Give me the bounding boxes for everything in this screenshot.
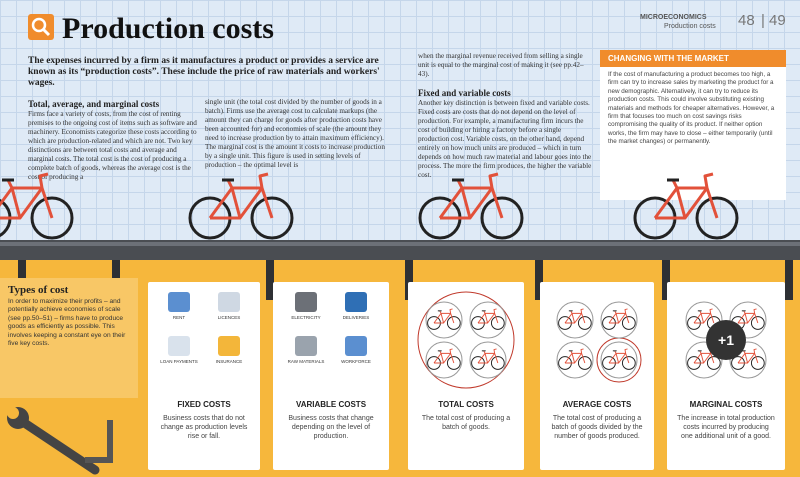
- types-text: In order to maximize their profits – and…: [8, 298, 126, 348]
- card-title: MARGINAL COSTS: [689, 400, 763, 409]
- card-text: The total cost of producing a batch of g…: [551, 415, 643, 440]
- bicycle: [188, 172, 294, 240]
- card-text: The increase in total production costs i…: [677, 415, 775, 440]
- icon: WORKFORCE: [333, 336, 379, 364]
- bicycle: [427, 308, 461, 330]
- icon: DELIVERIES: [333, 292, 379, 320]
- bicycle: [558, 348, 592, 370]
- page-number: 49: [769, 12, 786, 29]
- page-number: 48: [738, 12, 755, 29]
- bicycle: [418, 172, 524, 240]
- card: +1 MARGINAL COSTS The increase in total …: [667, 282, 785, 470]
- icon-label: RENT: [172, 315, 186, 320]
- circle: [425, 301, 463, 339]
- heading: Fixed and variable costs: [418, 88, 511, 98]
- paragraph: single unit (the total cost divided by t…: [205, 98, 385, 169]
- circle: [600, 301, 638, 339]
- circle: [469, 301, 507, 339]
- sidebar: CHANGING WITH THE MARKET If the cost of …: [600, 50, 786, 200]
- title: Production costs: [62, 12, 274, 45]
- card: ELECTRICITY DELIVERIES RAW MATERIALS WOR…: [273, 282, 389, 470]
- illustration: [556, 301, 642, 383]
- bicycle: [687, 348, 721, 370]
- illustration: [685, 301, 767, 379]
- card: RENT LICENCES LOAN PAYMENTS INSURANCE FI…: [148, 282, 260, 470]
- icon: RAW MATERIALS: [283, 336, 329, 364]
- sidebar-text: If the cost of manufacturing a product b…: [608, 71, 775, 146]
- circle: [425, 341, 463, 379]
- bicycle: [471, 308, 505, 330]
- circle: [685, 301, 723, 339]
- bicycle: [602, 348, 636, 370]
- circle: [556, 341, 594, 379]
- sidebar-title: CHANGING WITH THE MARKET: [600, 50, 786, 67]
- bicycle: [602, 308, 636, 330]
- bicycle: [558, 308, 592, 330]
- card: AVERAGE COSTS The total cost of producin…: [540, 282, 654, 470]
- circle: [729, 341, 767, 379]
- icon: ELECTRICITY: [283, 292, 329, 320]
- circle: [469, 341, 507, 379]
- card-title: VARIABLE COSTS: [295, 400, 367, 409]
- icon-label: INSURANCE: [215, 359, 243, 364]
- intro: The expenses incurred by a firm as it ma…: [28, 56, 380, 88]
- section: MICROECONOMICS: [640, 14, 707, 21]
- icon: RENT: [156, 292, 202, 320]
- icon-label: DELIVERIES: [342, 315, 370, 320]
- card: TOTAL COSTS The total cost of producing …: [408, 282, 524, 470]
- bicycle: [471, 348, 505, 370]
- card-title: FIXED COSTS: [177, 400, 231, 409]
- icon-label: LICENCES: [217, 315, 241, 320]
- circle: [556, 301, 594, 339]
- page-number: |: [761, 12, 765, 29]
- card-text: Business costs that change depending on …: [288, 415, 374, 440]
- icon-label: WORKFORCE: [341, 359, 371, 364]
- types-box: Types of cost In order to maximize their…: [0, 278, 138, 398]
- icon-label: RAW MATERIALS: [287, 359, 325, 364]
- types-title: Types of cost: [8, 284, 69, 296]
- bicycle: [731, 348, 765, 370]
- icon: LICENCES: [206, 292, 252, 320]
- heading: Total, average, and marginal costs: [28, 99, 160, 109]
- wrench: [7, 407, 113, 475]
- subsection: Production costs: [664, 23, 716, 30]
- icon-label: ELECTRICITY: [291, 315, 321, 320]
- icon: INSURANCE: [206, 336, 252, 364]
- badge: +1: [718, 332, 734, 348]
- circle: [685, 341, 723, 379]
- section-icon: [28, 14, 54, 40]
- icon-label: LOAN PAYMENTS: [160, 359, 198, 364]
- circle: [729, 301, 767, 339]
- card-title: TOTAL COSTS: [438, 400, 494, 409]
- card-title: AVERAGE COSTS: [562, 400, 632, 409]
- bicycle: [0, 172, 74, 240]
- paragraph: when the marginal revenue received from …: [418, 52, 584, 78]
- circle: [600, 341, 638, 379]
- bicycle: [427, 348, 461, 370]
- card-text: The total cost of producing a batch of g…: [421, 415, 511, 431]
- icon: LOAN PAYMENTS: [156, 336, 202, 364]
- paragraph: Another key distinction is between fixed…: [418, 99, 592, 179]
- card-text: Business costs that do not change as pro…: [160, 415, 248, 440]
- paragraph: Firms face a variety of costs, from the …: [28, 110, 197, 181]
- bicycle: [633, 172, 739, 240]
- illustration: [417, 291, 515, 389]
